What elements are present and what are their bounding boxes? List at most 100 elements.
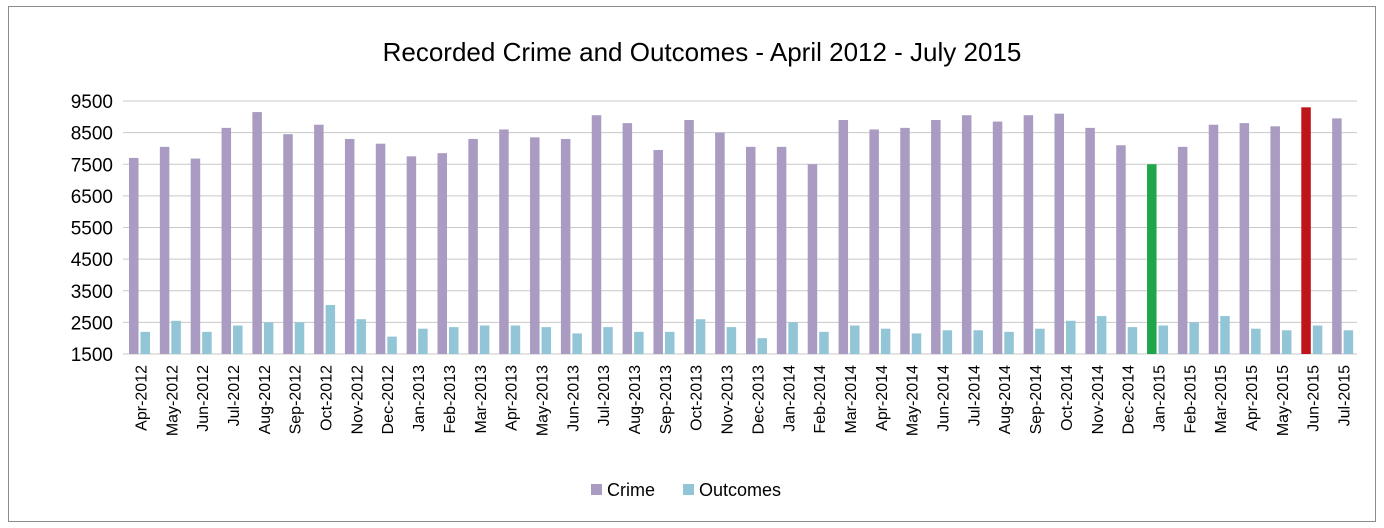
crime-bar xyxy=(344,138,355,354)
outcomes-bar xyxy=(634,331,644,354)
x-tick-label: Dec-2012 xyxy=(380,365,397,434)
crime-bar xyxy=(190,158,201,354)
crime-bar xyxy=(591,115,602,354)
x-tick-label: Jun-2014 xyxy=(936,365,953,432)
crime-bar xyxy=(684,119,694,354)
x-tick-label: Nov-2014 xyxy=(1090,365,1107,434)
outcomes-bar xyxy=(1251,328,1261,354)
outcomes-bar xyxy=(1312,325,1323,354)
crime-bar xyxy=(1208,124,1219,354)
outcomes-bar xyxy=(387,336,397,354)
y-axis-tick-labels: 1500 2500 3500 4500 5500 6500 7500 8500 9500 xyxy=(71,92,113,366)
x-tick-label: Jan-2014 xyxy=(781,365,798,432)
outcomes-bar xyxy=(325,304,336,354)
outcomes-bar xyxy=(880,328,891,354)
x-tick-label: Apr-2013 xyxy=(504,365,521,431)
x-tick-label: Apr-2015 xyxy=(1244,365,1261,431)
outcomes-bar xyxy=(1220,316,1230,354)
legend-swatch xyxy=(591,484,602,495)
crime-bar xyxy=(499,129,509,354)
outcomes-bar xyxy=(294,322,305,354)
crime-bar xyxy=(931,119,941,354)
outcomes-bar xyxy=(1004,331,1014,354)
x-tick-label: Nov-2013 xyxy=(720,365,737,434)
outcomes-bar xyxy=(788,322,798,354)
y-tick-label: 3500 xyxy=(71,282,113,303)
outcomes-bar xyxy=(479,325,490,354)
outcomes-bar xyxy=(603,327,613,354)
crime-bar xyxy=(221,127,232,354)
x-tick-label: Feb-2015 xyxy=(1182,365,1199,434)
crime-bar xyxy=(1332,118,1342,354)
outcomes-bar xyxy=(1096,316,1107,354)
crime-bar xyxy=(992,121,1003,355)
outcomes-bar xyxy=(1343,330,1354,354)
crime-bar xyxy=(961,115,972,354)
bars xyxy=(129,107,1354,355)
x-tick-label: Feb-2013 xyxy=(442,365,459,434)
outcomes-bar xyxy=(1189,322,1199,354)
crime-bar xyxy=(375,143,386,354)
crime-bar xyxy=(622,123,633,354)
crime-bar xyxy=(653,150,663,354)
outcomes-bar xyxy=(510,325,521,354)
legend-swatch xyxy=(683,484,694,495)
outcomes-bar xyxy=(233,325,243,354)
crime-bar xyxy=(283,134,293,354)
y-tick-label: 7500 xyxy=(71,155,113,176)
outcomes-bar xyxy=(202,331,212,354)
crime-bar xyxy=(560,138,571,354)
crime-bar xyxy=(869,129,879,354)
crime-bar xyxy=(406,156,417,354)
x-tick-label: Oct-2014 xyxy=(1059,365,1076,431)
x-tick-label: Sep-2012 xyxy=(288,365,305,434)
outcomes-bar xyxy=(1158,325,1169,354)
crime-bar xyxy=(746,146,756,354)
crime-bar xyxy=(252,112,262,354)
crime-bar xyxy=(1270,126,1280,354)
x-tick-label: Aug-2013 xyxy=(627,365,644,434)
x-axis-tick-labels: Apr-2012 May-2012 Jun-2012 Jul-2012 Aug-2012… xyxy=(133,365,1353,436)
x-tick-label: Sep-2014 xyxy=(1028,365,1045,434)
outcomes-bar xyxy=(263,322,274,354)
x-tick-label: Jul-2013 xyxy=(596,365,613,426)
outcomes-bar xyxy=(418,328,428,354)
outcomes-bar xyxy=(850,325,860,354)
crime-bar-highlighted xyxy=(1147,164,1157,354)
x-tick-label: Jun-2013 xyxy=(565,365,582,432)
x-tick-label: Dec-2014 xyxy=(1121,365,1138,434)
y-tick-label: 4500 xyxy=(71,250,113,271)
x-tick-label: May-2014 xyxy=(905,365,922,436)
x-tick-label: Jul-2014 xyxy=(966,365,983,426)
outcomes-bar xyxy=(819,331,829,354)
crime-bar xyxy=(776,146,787,354)
outcomes-bar xyxy=(911,333,922,354)
legend: Crime Outcomes xyxy=(591,480,781,500)
legend-label: Crime xyxy=(607,480,655,500)
outcomes-bar xyxy=(973,330,983,354)
crime-bar xyxy=(838,119,849,354)
outcomes-bar xyxy=(356,319,366,354)
crime-bar xyxy=(1054,113,1064,355)
outcomes-bar xyxy=(757,338,767,354)
outcomes-bar xyxy=(541,327,552,354)
chart-title: Recorded Crime and Outcomes - April 2012… xyxy=(383,37,1022,67)
crime-bar xyxy=(900,127,910,354)
outcomes-bar xyxy=(449,327,459,354)
crime-bar xyxy=(129,157,139,354)
x-tick-label: May-2015 xyxy=(1275,365,1292,436)
x-tick-label: Oct-2013 xyxy=(689,365,706,431)
x-tick-label: Aug-2012 xyxy=(257,365,274,434)
outcomes-bar xyxy=(664,331,675,354)
outcomes-bar xyxy=(726,327,737,354)
x-tick-label: Aug-2014 xyxy=(997,365,1014,434)
chart-frame: Recorded Crime and Outcomes - April 2012… xyxy=(8,6,1376,522)
y-tick-label: 6500 xyxy=(71,187,113,208)
x-tick-label: Jan-2013 xyxy=(411,365,428,432)
crime-bar xyxy=(715,132,725,354)
x-tick-label: Mar-2013 xyxy=(473,365,490,434)
outcomes-bar xyxy=(1035,328,1045,354)
legend-label: Outcomes xyxy=(699,480,781,500)
x-tick-label: Sep-2013 xyxy=(658,365,675,434)
y-tick-label: 5500 xyxy=(71,219,113,240)
